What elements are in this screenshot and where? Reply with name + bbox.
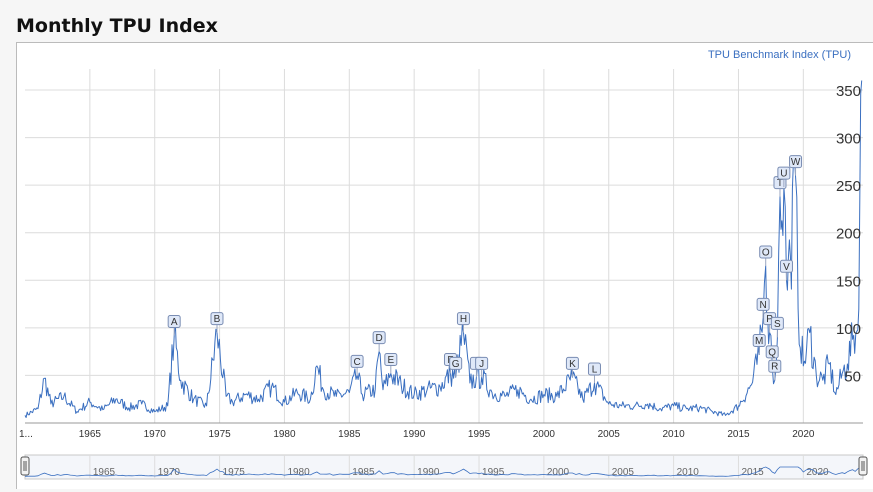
annotation-flag-h[interactable]: H	[456, 312, 470, 333]
svg-text:W: W	[791, 157, 801, 168]
annotation-flag-r[interactable]: R	[768, 359, 782, 381]
svg-text:J: J	[479, 359, 484, 370]
x-tick-label: 2005	[598, 429, 621, 440]
page-title: Monthly TPU Index	[16, 15, 218, 37]
legend-label: TPU Benchmark Index (TPU)	[708, 49, 851, 61]
navigator-tick-label: 1990	[417, 467, 440, 478]
x-tick-label: 2010	[662, 429, 685, 440]
svg-text:T: T	[777, 178, 783, 189]
navigator-tick-label: 2005	[612, 467, 635, 478]
svg-text:E: E	[387, 355, 394, 366]
annotation-layer: ABCDEFGHIJKLMNOPQRSTUVW	[167, 155, 803, 384]
svg-text:K: K	[569, 359, 576, 370]
navigator-tick-label: 2000	[547, 467, 570, 478]
series-line-tpu	[24, 80, 863, 418]
x-tick-label: 1970	[144, 429, 167, 440]
annotation-flag-b[interactable]: B	[210, 312, 224, 333]
annotation-flag-u[interactable]: U	[777, 166, 791, 188]
svg-text:H: H	[460, 314, 467, 325]
line-layer	[24, 80, 863, 418]
annotation-flag-m[interactable]: M	[752, 334, 766, 355]
x-tick-label: 2020	[792, 429, 815, 440]
x-tick-label: 1995	[468, 429, 491, 440]
navigator-tick-label: 2010	[677, 467, 700, 478]
chart-frame: TPU Benchmark Index (TPU) ABCDEFGHIJKLMN…	[16, 42, 873, 489]
range-navigator[interactable]: 1965 1970 1975 1980 1985 1990 1995 2000 2005 2010…	[20, 454, 868, 480]
svg-text:L: L	[592, 365, 598, 376]
annotation-flag-s[interactable]: S	[770, 316, 784, 338]
x-tick-label: 2000	[533, 429, 556, 440]
svg-text:R: R	[771, 362, 778, 373]
svg-text:P: P	[766, 314, 773, 325]
y-tick-label: 250	[836, 178, 861, 195]
annotation-flag-l[interactable]: L	[587, 362, 601, 384]
annotation-flag-k[interactable]: K	[565, 356, 579, 378]
tpu-chart[interactable]: TPU Benchmark Index (TPU) ABCDEFGHIJKLMN…	[17, 43, 873, 488]
x-axis: 1... 1965 1970 1975 1980 1985 1990 1995 2000 2005…	[19, 422, 863, 440]
navigator-tick-label: 2020	[806, 467, 829, 478]
navigator-right-handle[interactable]	[858, 456, 868, 476]
annotation-flag-j[interactable]: J	[475, 356, 489, 378]
y-tick-label: 300	[836, 131, 861, 148]
svg-text:D: D	[376, 333, 383, 344]
x-tick-label: 1980	[273, 429, 296, 440]
y-tick-label: 350	[836, 83, 861, 100]
x-tick-label: 1985	[338, 429, 361, 440]
svg-text:A: A	[171, 317, 178, 328]
annotation-flag-a[interactable]: A	[167, 314, 181, 336]
navigator-tick-label: 1995	[482, 467, 505, 478]
navigator-tick-label: 1965	[93, 467, 116, 478]
y-tick-label: 200	[836, 226, 861, 243]
svg-text:G: G	[452, 359, 460, 370]
svg-text:Q: Q	[768, 347, 776, 358]
svg-text:N: N	[759, 300, 766, 311]
svg-text:U: U	[780, 169, 787, 180]
annotation-flag-c[interactable]: C	[350, 354, 364, 376]
svg-text:O: O	[762, 248, 770, 259]
annotation-flag-e[interactable]: E	[384, 353, 398, 374]
x-tick-label: 1990	[403, 429, 426, 440]
navigator-tick-label: 2015	[741, 467, 764, 478]
navigator-tick-label: 1975	[223, 467, 246, 478]
navigator-track[interactable]	[24, 454, 864, 480]
svg-text:C: C	[353, 357, 360, 368]
navigator-tick-label: 1985	[352, 467, 375, 478]
annotation-flag-g[interactable]: G	[449, 356, 463, 378]
y-tick-label: 100	[836, 321, 861, 338]
y-tick-label: 50	[844, 368, 861, 385]
navigator-tick-label: 1970	[158, 467, 181, 478]
y-tick-label: 150	[836, 273, 861, 290]
annotation-flag-o[interactable]: O	[759, 245, 773, 267]
navigator-left-handle[interactable]	[20, 456, 30, 476]
annotation-flag-d[interactable]: D	[372, 331, 386, 352]
x-tick-label: 1975	[208, 429, 231, 440]
svg-text:V: V	[783, 262, 790, 273]
svg-text:B: B	[214, 314, 221, 325]
x-tick-label: 1...	[19, 429, 33, 440]
x-tick-label: 1965	[79, 429, 102, 440]
y-axis: 50 100 150 200 250 300 350	[836, 83, 861, 385]
grid-layer	[25, 69, 863, 423]
annotation-flag-w[interactable]: W	[789, 155, 803, 176]
x-tick-label: 2015	[727, 429, 750, 440]
annotation-flag-t[interactable]: T	[773, 176, 787, 197]
annotation-flag-v[interactable]: V	[779, 259, 793, 281]
navigator-series-line	[24, 466, 862, 477]
svg-text:S: S	[774, 319, 781, 330]
svg-text:M: M	[755, 336, 763, 347]
navigator-tick-label: 1980	[287, 467, 310, 478]
